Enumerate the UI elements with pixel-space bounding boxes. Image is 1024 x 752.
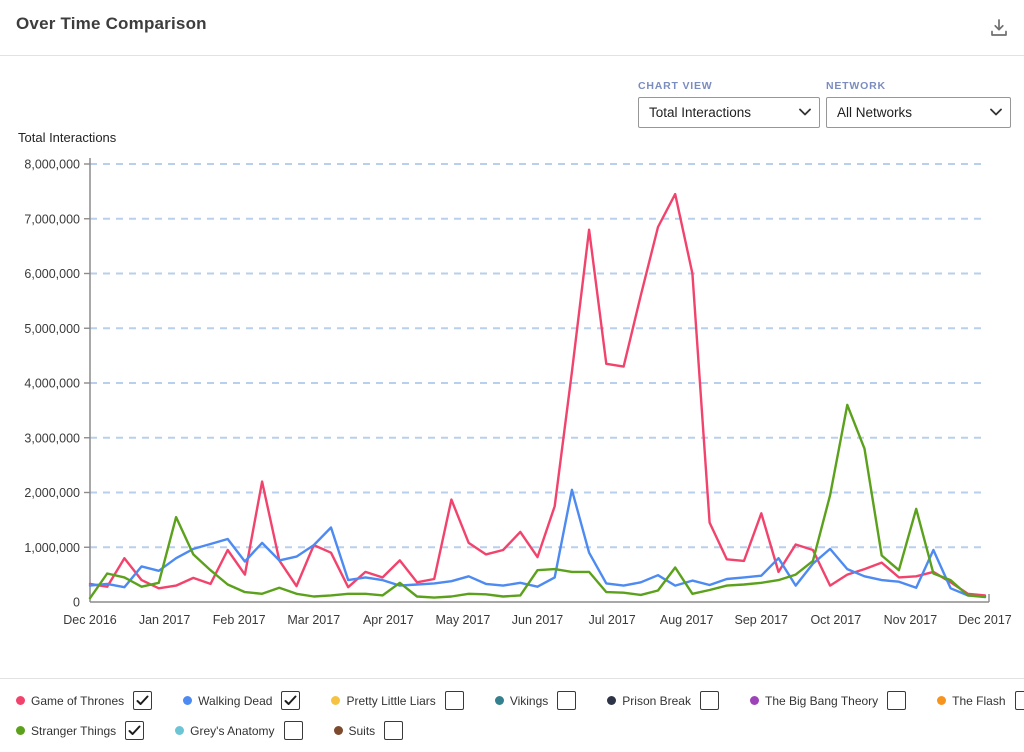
legend-item-walking-dead: Walking Dead — [183, 691, 301, 710]
x-tick-label: Dec 2017 — [958, 613, 1012, 627]
legend-checkbox-the-big-bang-theory[interactable] — [887, 691, 907, 710]
legend-label: The Flash — [952, 693, 1006, 708]
legend-divider — [0, 678, 1024, 679]
series-color-dot — [494, 696, 504, 705]
y-tick-label: 3,000,000 — [24, 431, 80, 445]
legend-checkbox-the-flash[interactable] — [1014, 691, 1024, 710]
legend-label: Prison Break — [622, 693, 691, 708]
legend-label: Walking Dead — [198, 693, 273, 708]
series-color-dot — [16, 726, 25, 735]
download-icon — [991, 18, 1007, 36]
checkmark-icon — [284, 695, 297, 705]
legend-row: Game of Thrones Walking Dead Pretty Little… — [16, 691, 1024, 710]
y-tick-label: 8,000,000 — [24, 158, 80, 172]
legend-label: Stranger Things — [31, 723, 117, 738]
legend-item-vikings: Vikings — [494, 691, 577, 710]
legend-item-the-flash: The Flash — [937, 691, 1024, 710]
checkmark-icon — [136, 695, 149, 705]
chart-view-control: CHART VIEW Total Interactions — [638, 80, 820, 128]
chart-view-select[interactable]: Total Interactions — [638, 97, 820, 128]
network-control: NETWORK All Networks — [826, 80, 1011, 128]
chart-legend: Game of Thrones Walking Dead Pretty Little… — [16, 691, 1024, 751]
y-tick-label: 1,000,000 — [24, 541, 80, 555]
header-divider — [0, 55, 1024, 56]
x-tick-label: Jun 2017 — [512, 613, 563, 627]
legend-label: Vikings — [509, 693, 549, 708]
legend-checkbox-stranger-things[interactable] — [125, 721, 145, 740]
series-color-dot — [937, 696, 947, 705]
x-tick-label: Nov 2017 — [884, 613, 938, 627]
legend-item-the-big-bang-theory: The Big Bang Theory — [749, 691, 907, 710]
legend-checkbox-suits[interactable] — [384, 721, 404, 740]
network-select[interactable]: All Networks — [826, 97, 1011, 128]
y-tick-label: 7,000,000 — [24, 212, 80, 226]
y-tick-label: 0 — [73, 596, 80, 610]
series-line-stranger-things[interactable] — [88, 403, 987, 600]
legend-checkbox-prison-break[interactable] — [699, 691, 719, 710]
legend-item-grey-s-anatomy: Grey's Anatomy — [175, 721, 303, 740]
x-tick-label: Feb 2017 — [213, 613, 266, 627]
legend-item-prison-break: Prison Break — [607, 691, 719, 710]
legend-item-game-of-thrones: Game of Thrones — [16, 691, 153, 710]
legend-row: Stranger Things Grey's Anatomy Suits — [16, 721, 1008, 740]
series-line-game-of-thrones[interactable] — [88, 192, 987, 597]
legend-item-stranger-things: Stranger Things — [16, 721, 145, 740]
legend-checkbox-vikings[interactable] — [557, 691, 577, 710]
legend-checkbox-pretty-little-liars[interactable] — [444, 691, 464, 710]
x-tick-label: Oct 2017 — [810, 613, 861, 627]
legend-checkbox-grey-s-anatomy[interactable] — [283, 721, 303, 740]
series-color-dot — [607, 696, 617, 705]
series-color-dot — [331, 696, 341, 705]
y-tick-label: 4,000,000 — [24, 377, 80, 391]
legend-checkbox-walking-dead[interactable] — [281, 691, 301, 710]
legend-label: Suits — [348, 723, 376, 738]
series-color-dot — [16, 696, 25, 705]
chart-view-label: CHART VIEW — [638, 80, 713, 92]
x-tick-label: Apr 2017 — [363, 613, 414, 627]
x-tick-label: Jul 2017 — [588, 613, 635, 627]
legend-item-suits: Suits — [333, 721, 404, 740]
x-tick-label: Aug 2017 — [660, 613, 714, 627]
x-tick-label: May 2017 — [435, 613, 490, 627]
checkmark-icon — [128, 725, 141, 735]
x-tick-label: Jan 2017 — [139, 613, 190, 627]
x-tick-label: Mar 2017 — [287, 613, 340, 627]
series-color-dot — [333, 726, 343, 735]
legend-label: The Big Bang Theory — [764, 693, 879, 708]
x-tick-label: Dec 2016 — [63, 613, 117, 627]
page-title: Over Time Comparison — [16, 14, 207, 33]
network-label: NETWORK — [826, 80, 886, 92]
x-tick-label: Sep 2017 — [734, 613, 788, 627]
legend-checkbox-game-of-thrones[interactable] — [133, 691, 153, 710]
legend-label: Grey's Anatomy — [190, 723, 275, 738]
y-tick-label: 6,000,000 — [24, 267, 80, 281]
legend-item-pretty-little-liars: Pretty Little Liars — [331, 691, 464, 710]
download-button[interactable] — [986, 16, 1012, 42]
series-color-dot — [183, 696, 193, 705]
y-axis-title: Total Interactions — [18, 130, 117, 145]
y-tick-label: 5,000,000 — [24, 322, 80, 336]
legend-label: Pretty Little Liars — [346, 693, 436, 708]
series-color-dot — [175, 726, 185, 735]
line-chart: 0 1,000,000 2,000,000 3,000,000 4,000,000 5,0… — [24, 158, 1012, 628]
series-color-dot — [749, 696, 759, 705]
legend-label: Game of Thrones — [31, 693, 125, 708]
y-tick-label: 2,000,000 — [24, 486, 80, 500]
series-line-walking-dead[interactable] — [88, 488, 987, 599]
